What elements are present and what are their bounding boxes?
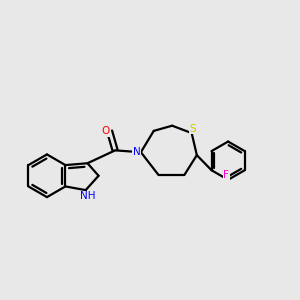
Text: S: S (190, 124, 196, 134)
Text: NH: NH (80, 191, 95, 201)
Text: N: N (133, 147, 140, 157)
Text: O: O (101, 126, 109, 136)
Text: F: F (223, 170, 229, 180)
